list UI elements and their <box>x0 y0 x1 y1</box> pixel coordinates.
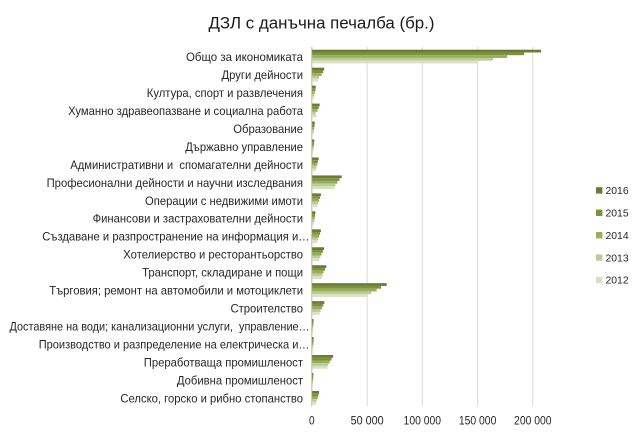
svg-text:Образование: Образование <box>233 122 303 136</box>
svg-text:2015: 2015 <box>606 209 629 220</box>
svg-text:2013: 2013 <box>606 253 629 264</box>
svg-text:Добивна промишленост: Добивна промишленост <box>177 373 304 387</box>
svg-text:ДЗЛ с данъчна печалба (бр.): ДЗЛ с данъчна печалба (бр.) <box>209 14 435 33</box>
svg-text:Професионални дейности и научн: Професионални дейности и научни изследва… <box>47 176 303 190</box>
svg-text:Финансови и застрахователни де: Финансови и застрахователни дейности <box>93 212 303 226</box>
svg-text:Преработваща промишленост: Преработваща промишленост <box>144 355 304 369</box>
svg-text:Строителство: Строителство <box>231 302 304 316</box>
svg-text:100 000: 100 000 <box>404 416 442 428</box>
svg-text:Култура, спорт и развлечения: Култура, спорт и развлечения <box>147 86 303 100</box>
svg-text:Общо за икономиката: Общо за икономиката <box>186 50 303 64</box>
svg-text:Доставяне на води; канализацио: Доставяне на води; канализационни услуги… <box>10 319 310 333</box>
svg-text:Производство и разпределение н: Производство и разпределение на електрич… <box>39 337 310 351</box>
svg-text:2012: 2012 <box>606 276 629 287</box>
svg-text:Хотелиерство и ресторантьорств: Хотелиерство и ресторантьорство <box>123 248 303 262</box>
svg-text:200 000: 200 000 <box>514 416 552 428</box>
svg-text:50 000: 50 000 <box>351 416 384 428</box>
svg-text:Административни и спомагателн: Административни и спомагателни дейности <box>70 158 303 172</box>
svg-text:Други дейности: Други дейности <box>222 68 304 82</box>
svg-text:Търговия; ремонт на автомобили: Търговия; ремонт на автомобили и мотоцик… <box>49 284 303 298</box>
svg-text:Хуманно здравеопазване и социа: Хуманно здравеопазване и социална работа <box>68 104 303 118</box>
svg-text:Създаване и разпространение на: Създаване и разпространение на информаци… <box>42 230 309 244</box>
svg-text:2014: 2014 <box>606 231 629 242</box>
svg-text:2016: 2016 <box>606 186 629 197</box>
svg-text:Селско, горско и рибно стопанс: Селско, горско и рибно стопанство <box>120 391 303 405</box>
svg-text:150 000: 150 000 <box>459 416 497 428</box>
svg-text:0: 0 <box>309 416 315 428</box>
svg-text:Държавно управление: Държавно управление <box>185 140 303 154</box>
svg-text:Операции с недвижими имоти: Операции с недвижими имоти <box>145 194 303 208</box>
svg-text:Транспорт, складиране и пощи: Транспорт, складиране и пощи <box>142 266 303 280</box>
